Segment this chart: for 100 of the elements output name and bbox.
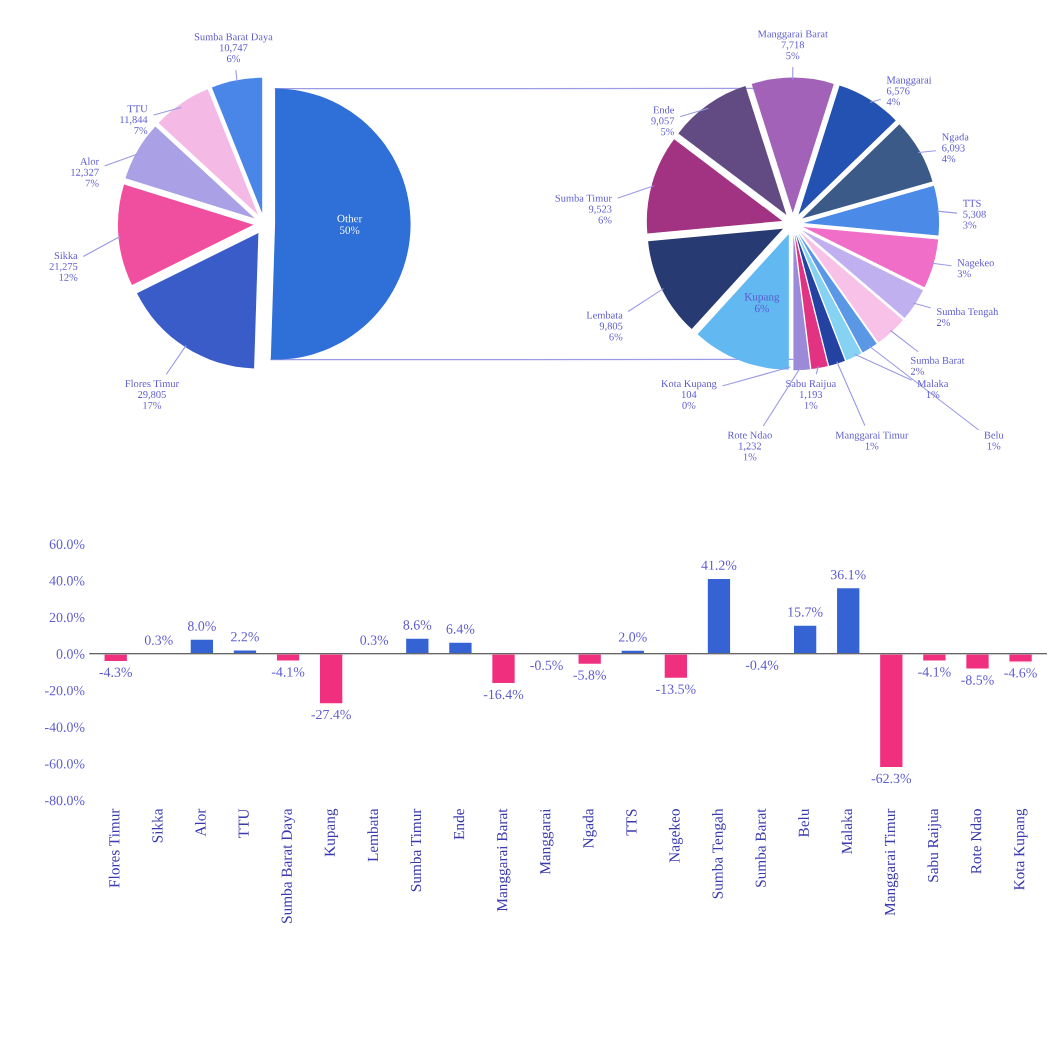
slice-label: Manggarai bbox=[886, 76, 932, 86]
data-label: 7,718 5% bbox=[781, 41, 805, 60]
bar bbox=[318, 653, 344, 705]
bar bbox=[921, 653, 947, 662]
data-label: -16.4% bbox=[483, 689, 524, 700]
data-label: -27.4% bbox=[311, 709, 351, 720]
x-tick-label: Kupang bbox=[324, 808, 339, 857]
data-label: 36.1% bbox=[830, 569, 866, 580]
bar bbox=[275, 653, 301, 662]
data-label: 9,805 6% bbox=[599, 322, 623, 341]
slice-label: Manggarai Barat bbox=[757, 30, 828, 40]
data-label: 8.0% bbox=[187, 621, 216, 631]
data-label: 6% bbox=[754, 304, 769, 313]
bar bbox=[878, 653, 904, 769]
data-label: 15.7% bbox=[788, 607, 823, 617]
x-tick-label: Sumba Barat Daya bbox=[281, 808, 296, 923]
x-tick-label: Sumba Timur bbox=[410, 808, 422, 892]
bar bbox=[706, 577, 732, 655]
bar bbox=[404, 637, 430, 655]
x-tick-label: Lembata bbox=[367, 808, 379, 862]
y-tick-label: 60.0% bbox=[49, 539, 85, 549]
data-label: 6.4% bbox=[446, 624, 475, 634]
text: 104 0% bbox=[681, 390, 697, 409]
y-tick-label: -40.0% bbox=[45, 722, 85, 732]
x-tick-label: Belu bbox=[798, 808, 809, 837]
y-tick-label: 0.0% bbox=[56, 649, 85, 659]
slice-label: Nagekeo bbox=[957, 258, 994, 269]
slice-label: Sumba Tengah bbox=[937, 307, 999, 318]
data-label: -0.5% bbox=[530, 660, 563, 671]
bar bbox=[964, 653, 991, 671]
slice-label: Ngada bbox=[942, 133, 969, 143]
x-tick-label: Ende bbox=[453, 809, 465, 840]
slice-label: Alor bbox=[80, 157, 99, 165]
bar bbox=[189, 638, 215, 655]
x-tick-label: TTS bbox=[626, 809, 637, 836]
slice-label: Ende bbox=[653, 106, 675, 114]
bar bbox=[1008, 653, 1034, 663]
y-tick-label: 40.0% bbox=[49, 576, 85, 586]
data-label: 21,275 12% bbox=[49, 262, 78, 281]
slice-label: Sabu Raijua bbox=[786, 379, 837, 390]
x-tick-label: Ngada bbox=[582, 808, 597, 848]
data-label: -5.8% bbox=[573, 670, 606, 680]
data-label: 5,308 3% bbox=[963, 210, 986, 229]
data-label: 1% bbox=[865, 442, 879, 450]
x-tick-label: Manggarai Barat bbox=[497, 808, 511, 912]
bar bbox=[490, 653, 517, 685]
data-label: 41.2% bbox=[701, 560, 737, 571]
x-tick-label: Malaka bbox=[841, 808, 853, 854]
slice-label: Rote Ndao bbox=[727, 431, 772, 439]
x-tick-label: Rote Ndao bbox=[970, 809, 982, 874]
data-label: -13.5% bbox=[656, 684, 696, 694]
slice-label: Sumba Barat Daya bbox=[194, 33, 273, 43]
slice-label: Belu bbox=[984, 431, 1004, 439]
slice-label: Malaka bbox=[917, 379, 949, 388]
x-tick-label: Nagekeo bbox=[668, 809, 683, 863]
data-label: -4.3% bbox=[99, 667, 132, 678]
slice-label: TTU bbox=[127, 105, 148, 113]
y-tick-label: 20.0% bbox=[49, 612, 85, 623]
bar bbox=[792, 624, 818, 655]
data-label: 6,093 4% bbox=[941, 144, 965, 163]
data-label: 1% bbox=[926, 390, 940, 399]
data-label: -4.1% bbox=[271, 667, 305, 677]
slice-label: Sumba Barat bbox=[911, 356, 965, 364]
slice-label: Sikka bbox=[54, 251, 78, 260]
data-label: 29,805 17% bbox=[138, 390, 166, 409]
slice-label: Manggarai Timur bbox=[835, 431, 909, 441]
data-label: -4.1% bbox=[918, 667, 951, 677]
data-label: 0.3% bbox=[144, 635, 173, 645]
data-label: 1,193 1% bbox=[800, 391, 823, 409]
data-label: 2% bbox=[910, 367, 924, 375]
category-label: Kota Kupang bbox=[661, 380, 717, 390]
data-label: 11,844 7% bbox=[120, 116, 148, 135]
y-tick-label: -20.0% bbox=[45, 685, 85, 696]
x-tick-label: Manggarai Timur bbox=[884, 808, 899, 916]
data-label: -0.4% bbox=[745, 660, 779, 670]
data-label: 6,576 4% bbox=[886, 87, 910, 106]
bar bbox=[663, 653, 689, 680]
data-label: 3% bbox=[957, 270, 971, 278]
bar bbox=[835, 586, 861, 655]
data-label: 9,523 6% bbox=[588, 205, 612, 224]
x-tick-label: Sumba Barat bbox=[755, 808, 766, 887]
slice-label: Lembata bbox=[586, 311, 623, 319]
slice-label: Kupang bbox=[744, 293, 780, 303]
x-tick-label: Sikka bbox=[151, 808, 163, 843]
x-tick-label: TTU bbox=[238, 808, 249, 838]
data-label: 8.6% bbox=[403, 620, 432, 630]
y-tick-label: -60.0% bbox=[45, 759, 85, 769]
data-label: 12,327 7% bbox=[71, 168, 99, 187]
slice-label: TTS bbox=[962, 199, 981, 207]
x-tick-label: Sumba Tengah bbox=[712, 808, 726, 899]
data-label: 1% bbox=[987, 442, 1001, 450]
data-label: 2% bbox=[936, 318, 950, 327]
slice-label: Flores Timur bbox=[125, 379, 179, 388]
x-tick-label: Alor bbox=[194, 808, 206, 837]
data-label: 2.0% bbox=[618, 632, 647, 642]
x-tick-label: Flores Timur bbox=[108, 808, 120, 888]
bar bbox=[577, 653, 603, 666]
data-label: 10,747 6% bbox=[220, 44, 248, 63]
x-tick-label: Manggarai bbox=[540, 808, 554, 875]
bar bbox=[447, 641, 473, 655]
